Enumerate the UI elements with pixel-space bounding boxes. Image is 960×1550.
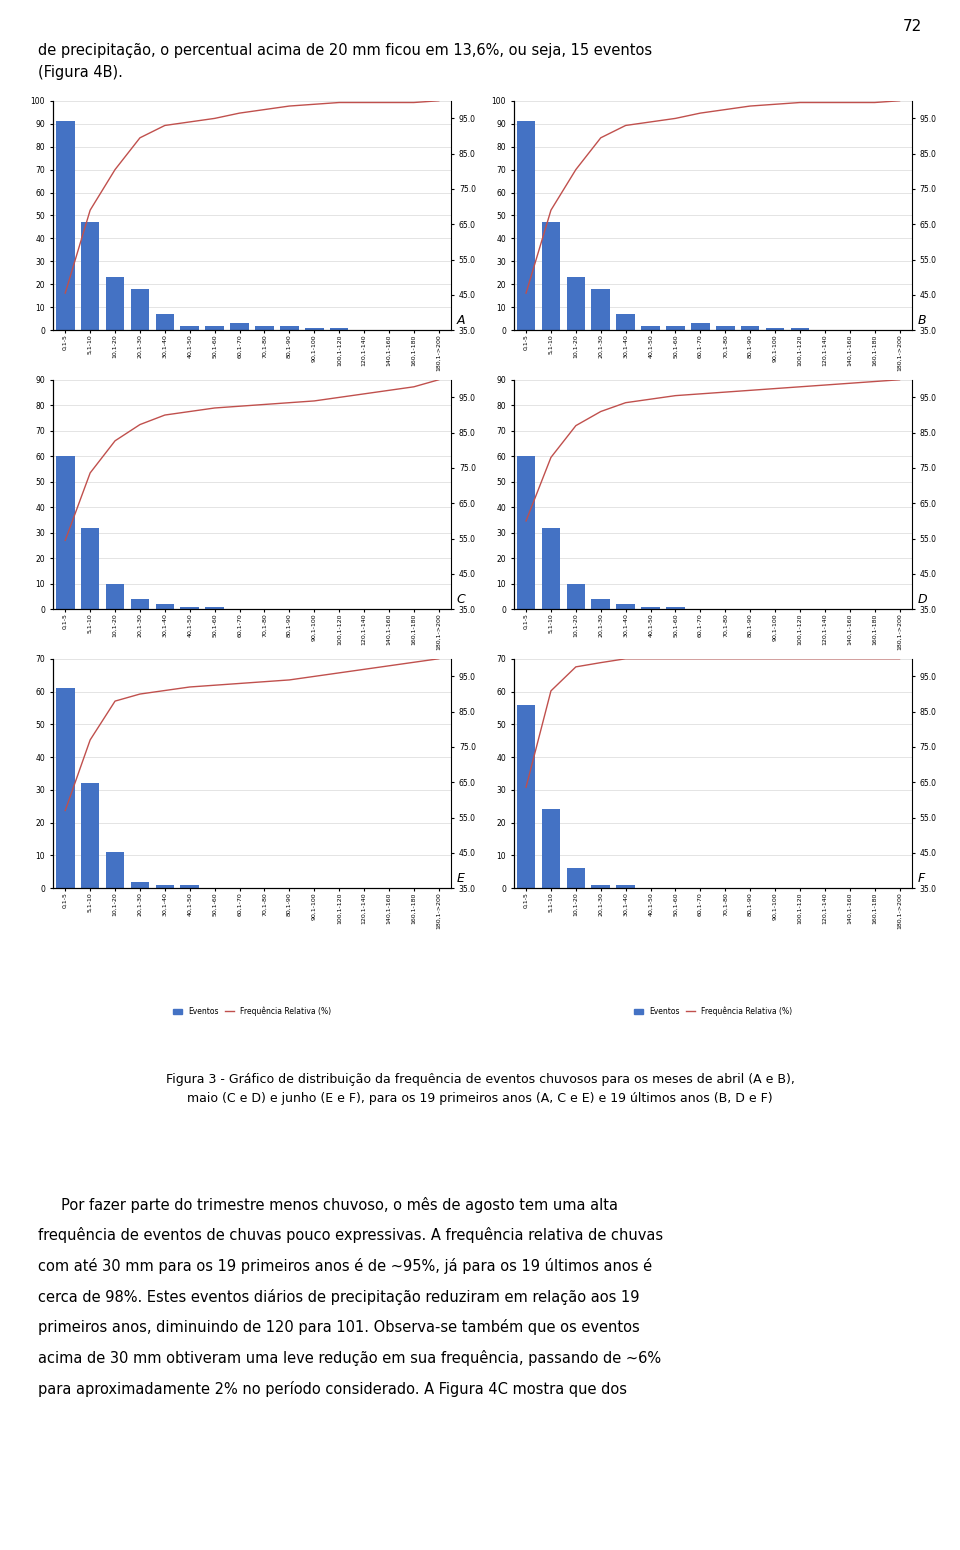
Bar: [156, 315, 174, 330]
Bar: [541, 527, 561, 609]
Text: acima de 30 mm obtiveram uma leve redução em sua frequência, passando de ~6%: acima de 30 mm obtiveram uma leve reduçã…: [38, 1350, 661, 1366]
Bar: [180, 606, 199, 609]
Bar: [205, 606, 224, 609]
Bar: [616, 315, 635, 330]
Bar: [566, 868, 586, 888]
Bar: [791, 329, 809, 330]
Bar: [205, 326, 224, 330]
Bar: [255, 326, 274, 330]
Bar: [516, 705, 536, 888]
Bar: [106, 277, 125, 330]
Bar: [691, 324, 709, 330]
Bar: [106, 853, 125, 888]
Text: E: E: [457, 873, 465, 885]
Bar: [716, 326, 734, 330]
Bar: [180, 885, 199, 888]
Bar: [305, 329, 324, 330]
Bar: [81, 783, 100, 888]
Bar: [106, 584, 125, 609]
Text: C: C: [457, 594, 466, 606]
Text: cerca de 98%. Estes eventos diários de precipitação reduziram em relação aos 19: cerca de 98%. Estes eventos diários de p…: [38, 1288, 640, 1305]
Bar: [591, 288, 611, 330]
Text: para aproximadamente 2% no período considerado. A Figura 4C mostra que dos: para aproximadamente 2% no período consi…: [38, 1381, 628, 1397]
Text: Figura 3 - Gráfico de distribuição da frequência de eventos chuvosos para os mes: Figura 3 - Gráfico de distribuição da fr…: [165, 1073, 795, 1105]
Bar: [131, 288, 150, 330]
Text: D: D: [918, 594, 927, 606]
Bar: [131, 598, 150, 609]
Bar: [56, 688, 75, 888]
Bar: [516, 456, 536, 609]
Text: F: F: [918, 873, 925, 885]
Bar: [566, 277, 586, 330]
Bar: [591, 885, 611, 888]
Bar: [280, 326, 299, 330]
Bar: [81, 527, 100, 609]
Bar: [81, 222, 100, 330]
Bar: [591, 598, 611, 609]
Text: Por fazer parte do trimestre menos chuvoso, o mês de agosto tem uma alta: Por fazer parte do trimestre menos chuvo…: [38, 1197, 618, 1212]
Bar: [156, 885, 174, 888]
Text: A: A: [457, 315, 466, 327]
Bar: [666, 606, 684, 609]
Bar: [616, 885, 635, 888]
Text: 72: 72: [902, 19, 922, 34]
Bar: [131, 882, 150, 888]
Bar: [180, 326, 199, 330]
Bar: [616, 604, 635, 609]
Legend: Eventos, Frequência Relativa (%): Eventos, Frequência Relativa (%): [634, 448, 792, 459]
Bar: [330, 329, 348, 330]
Bar: [666, 326, 684, 330]
Text: (Figura 4B).: (Figura 4B).: [38, 65, 123, 81]
Legend: Eventos, Frequência Relativa (%): Eventos, Frequência Relativa (%): [634, 1006, 792, 1017]
Bar: [230, 324, 249, 330]
Bar: [56, 121, 75, 330]
Bar: [741, 326, 759, 330]
Text: primeiros anos, diminuindo de 120 para 101. Observa-se também que os eventos: primeiros anos, diminuindo de 120 para 1…: [38, 1319, 640, 1336]
Bar: [541, 222, 561, 330]
Text: com até 30 mm para os 19 primeiros anos é de ~95%, já para os 19 últimos anos é: com até 30 mm para os 19 primeiros anos …: [38, 1259, 653, 1274]
Bar: [566, 584, 586, 609]
Bar: [641, 326, 660, 330]
Legend: Eventos, Frequência Relativa (%): Eventos, Frequência Relativa (%): [173, 448, 331, 459]
Text: frequência de eventos de chuvas pouco expressivas. A frequência relativa de chuv: frequência de eventos de chuvas pouco ex…: [38, 1228, 663, 1243]
Text: B: B: [918, 315, 926, 327]
Bar: [766, 329, 784, 330]
Legend: Eventos, Frequência Relativa (%): Eventos, Frequência Relativa (%): [634, 727, 792, 738]
Bar: [641, 606, 660, 609]
Legend: Eventos, Frequência Relativa (%): Eventos, Frequência Relativa (%): [173, 1006, 331, 1017]
Bar: [56, 456, 75, 609]
Legend: Eventos, Frequência Relativa (%): Eventos, Frequência Relativa (%): [173, 727, 331, 738]
Text: de precipitação, o percentual acima de 20 mm ficou em 13,6%, ou seja, 15 eventos: de precipitação, o percentual acima de 2…: [38, 43, 653, 59]
Bar: [541, 809, 561, 888]
Bar: [156, 604, 174, 609]
Bar: [516, 121, 536, 330]
